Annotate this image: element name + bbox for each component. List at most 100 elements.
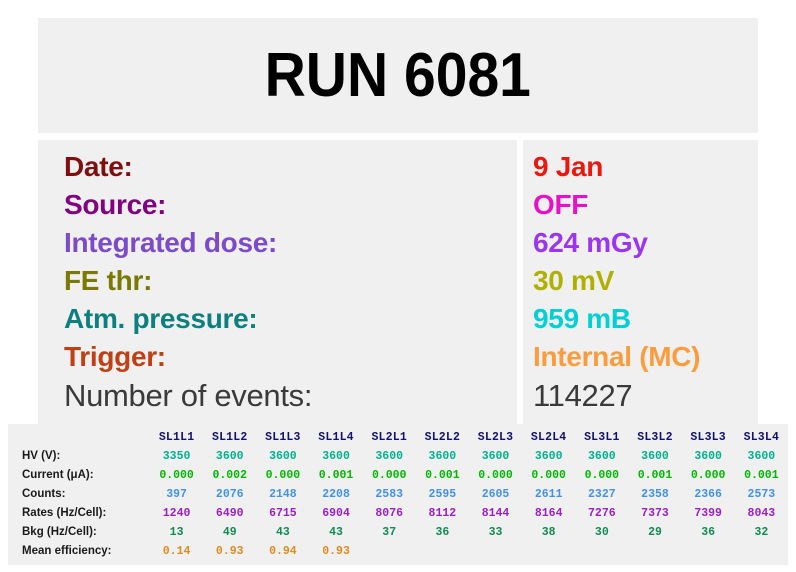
page-title: RUN 6081: [264, 40, 532, 110]
info-label-row: Number of events:: [64, 376, 517, 414]
table-row: Rates (Hz/Cell): 1240 6490 6715 6904 8076 8112…: [8, 504, 788, 523]
table-cell: 2583: [375, 488, 403, 501]
table-cell: 0.93: [215, 545, 244, 558]
table-head: SL1L1 SL1L2 SL1L3 SL1L4 SL2L1 SL2L2 SL2L3 SL2L4…: [8, 428, 788, 447]
table-cell: 1240: [162, 507, 191, 520]
table-cell: 3350: [162, 450, 191, 463]
column-header-sl3l2: SL3L2: [637, 431, 673, 444]
table-cell: 2605: [481, 488, 510, 501]
table-cell: 2076: [215, 488, 244, 501]
table-cell: 0.001: [744, 469, 779, 482]
table-cell: 3600: [322, 450, 350, 463]
info-value-row: 959 mB: [533, 300, 758, 338]
table-row: Bkg (Hz/Cell): 13 49 43 43 37 36 33 38 30 29 36 32: [8, 523, 788, 542]
run-info-values-panel: 9 Jan OFF 624 mGy 30 mV 959 mB Internal (MC) 1…: [523, 140, 758, 425]
table-cell: 43: [275, 526, 290, 539]
info-label-row: Date:: [64, 148, 517, 186]
column-header-sl3l1: SL3L1: [584, 431, 620, 444]
column-header-sl3l4: SL3L4: [743, 431, 780, 444]
info-label-row: Source:: [64, 186, 517, 224]
info-label-row: Atm. pressure:: [64, 300, 517, 338]
info-label: Integrated dose:: [64, 227, 278, 258]
table-cell: 2327: [588, 488, 616, 501]
table-cell: 6904: [322, 507, 350, 520]
table-cell: 6490: [215, 507, 244, 520]
info-value: 959 mB: [533, 303, 631, 334]
table-row-label: Rates (Hz/Cell):: [22, 507, 107, 519]
info-label: Trigger:: [64, 341, 166, 372]
column-header-sl2l4: SL2L4: [530, 431, 567, 444]
channel-readout-table: SL1L1 SL1L2 SL1L3 SL1L4 SL2L1 SL2L2 SL2L3 SL2L4…: [8, 428, 788, 561]
table-cell: 7373: [641, 507, 669, 520]
table-cell: 36: [701, 526, 716, 539]
table-cell: 8076: [375, 507, 403, 520]
table-row-label: Bkg (Hz/Cell):: [22, 526, 97, 538]
column-header-sl1l3: SL1L3: [265, 431, 301, 444]
table-cell: 2595: [428, 488, 457, 501]
info-value: 9 Jan: [533, 151, 604, 182]
table-cell: 49: [222, 526, 237, 539]
title-panel: RUN 6081: [38, 18, 758, 133]
column-header-sl1l1: SL1L1: [158, 431, 195, 444]
column-header-sl2l3: SL2L3: [477, 431, 514, 444]
table-body: HV (V): 3350 3600 3600 3600 3600 3600 3600 3600 3…: [8, 447, 788, 561]
table-cell: 7276: [588, 507, 616, 520]
table-row-label: Mean efficiency:: [22, 545, 112, 557]
table-cell: 2573: [747, 488, 776, 501]
table-cell: 0.93: [322, 545, 350, 558]
table-row: HV (V): 3350 3600 3600 3600 3600 3600 3600 3600 3…: [8, 447, 788, 466]
table-cell: [735, 542, 788, 561]
info-value: 114227: [533, 377, 633, 413]
table-row: Counts: 397 2076 2148 2208 2583 2595 2605 2611 23…: [8, 485, 788, 504]
table-cell: 0.001: [637, 469, 673, 482]
table-cell: 38: [541, 526, 556, 539]
info-value: OFF: [533, 189, 589, 220]
info-label: FE thr:: [64, 265, 153, 296]
table-cell: 8144: [481, 507, 510, 520]
table-cell: 3600: [694, 450, 722, 463]
table-cell: 0.001: [425, 469, 460, 482]
column-header-sl2l1: SL2L1: [371, 431, 407, 444]
info-value-row: OFF: [533, 186, 758, 224]
table-cell: 2366: [694, 488, 722, 501]
column-header-sl1l2: SL1L2: [211, 431, 248, 444]
channel-readout-panel: SL1L1 SL1L2 SL1L3 SL1L4 SL2L1 SL2L2 SL2L3 SL2L4…: [8, 424, 788, 565]
info-label: Source:: [64, 189, 167, 220]
table-cell: 0.000: [584, 469, 620, 482]
table-row: Current (μA): 0.000 0.002 0.000 0.001 0.000 0.…: [8, 466, 788, 485]
table-cell: 8112: [428, 507, 457, 520]
table-cell: 0.000: [265, 469, 301, 482]
table-cell: 30: [594, 526, 609, 539]
table-cell: 3600: [269, 450, 297, 463]
table-cell: 0.000: [690, 469, 726, 482]
table-cell: 32: [754, 526, 769, 539]
run-info-labels-panel: Date: Source: Integrated dose: FE thr: Atm. …: [38, 140, 517, 425]
table-cell: 0.14: [162, 545, 191, 558]
table-cell: 0.000: [531, 469, 566, 482]
table-cell: 3600: [215, 450, 244, 463]
table-cell: 0.000: [371, 469, 407, 482]
table-cell: [628, 542, 681, 561]
table-cell: [522, 542, 575, 561]
column-header-sl3l3: SL3L3: [690, 431, 726, 444]
row-label-header: [8, 428, 150, 447]
column-header-sl1l4: SL1L4: [318, 431, 354, 444]
info-value-row: Internal (MC): [533, 338, 758, 376]
table-header-row: SL1L1 SL1L2 SL1L3 SL1L4 SL2L1 SL2L2 SL2L3 SL2L4…: [8, 428, 788, 447]
info-label: Date:: [64, 151, 133, 182]
table-cell: 13: [169, 526, 184, 539]
table-cell: [416, 542, 469, 561]
info-value-row: 30 mV: [533, 262, 758, 300]
table-cell: [575, 542, 628, 561]
info-label: Number of events:: [64, 377, 313, 413]
table-cell: 33: [488, 526, 503, 539]
table-cell: 2208: [322, 488, 350, 501]
table-cell: 6715: [269, 507, 297, 520]
table-row-label: Current (μA):: [22, 469, 94, 481]
table-cell: 8164: [534, 507, 563, 520]
table-row: Mean efficiency: 0.14 0.93 0.94 0.93: [8, 542, 788, 561]
table-cell: 0.000: [159, 469, 194, 482]
table-cell: 3600: [747, 450, 776, 463]
table-cell: 2148: [269, 488, 297, 501]
table-cell: 29: [648, 526, 662, 539]
